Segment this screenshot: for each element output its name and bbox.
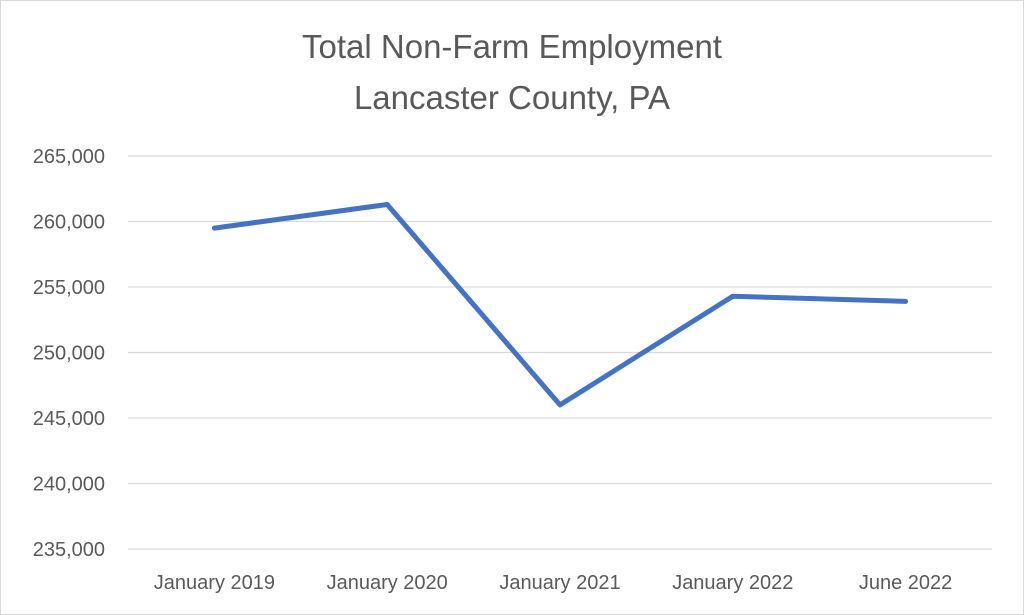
- chart-title: Total Non-Farm Employment: [302, 28, 722, 65]
- y-tick-label: 245,000: [33, 408, 105, 430]
- x-tick-label: January 2019: [154, 572, 275, 594]
- y-tick-label: 235,000: [33, 539, 105, 561]
- grid-lines: [128, 155, 992, 550]
- x-tick-label: January 2022: [672, 572, 793, 594]
- y-tick-label: 240,000: [33, 474, 105, 496]
- x-tick-label: January 2020: [327, 572, 448, 594]
- x-axis-labels: January 2019 January 2020 January 2021 Janu…: [154, 572, 953, 594]
- y-tick-label: 265,000: [33, 146, 105, 168]
- y-tick-label: 250,000: [33, 343, 105, 365]
- series-layer: [211, 202, 909, 408]
- y-axis-labels: 265,000 260,000 255,000 250,000 245,000 240,0…: [33, 146, 105, 561]
- y-tick-label: 255,000: [33, 277, 105, 299]
- chart-subtitle: Lancaster County, PA: [353, 79, 671, 116]
- series-line: [211, 202, 909, 408]
- x-tick-label: June 2022: [859, 572, 952, 594]
- y-tick-label: 260,000: [33, 212, 105, 234]
- x-tick-label: January 2021: [499, 572, 620, 594]
